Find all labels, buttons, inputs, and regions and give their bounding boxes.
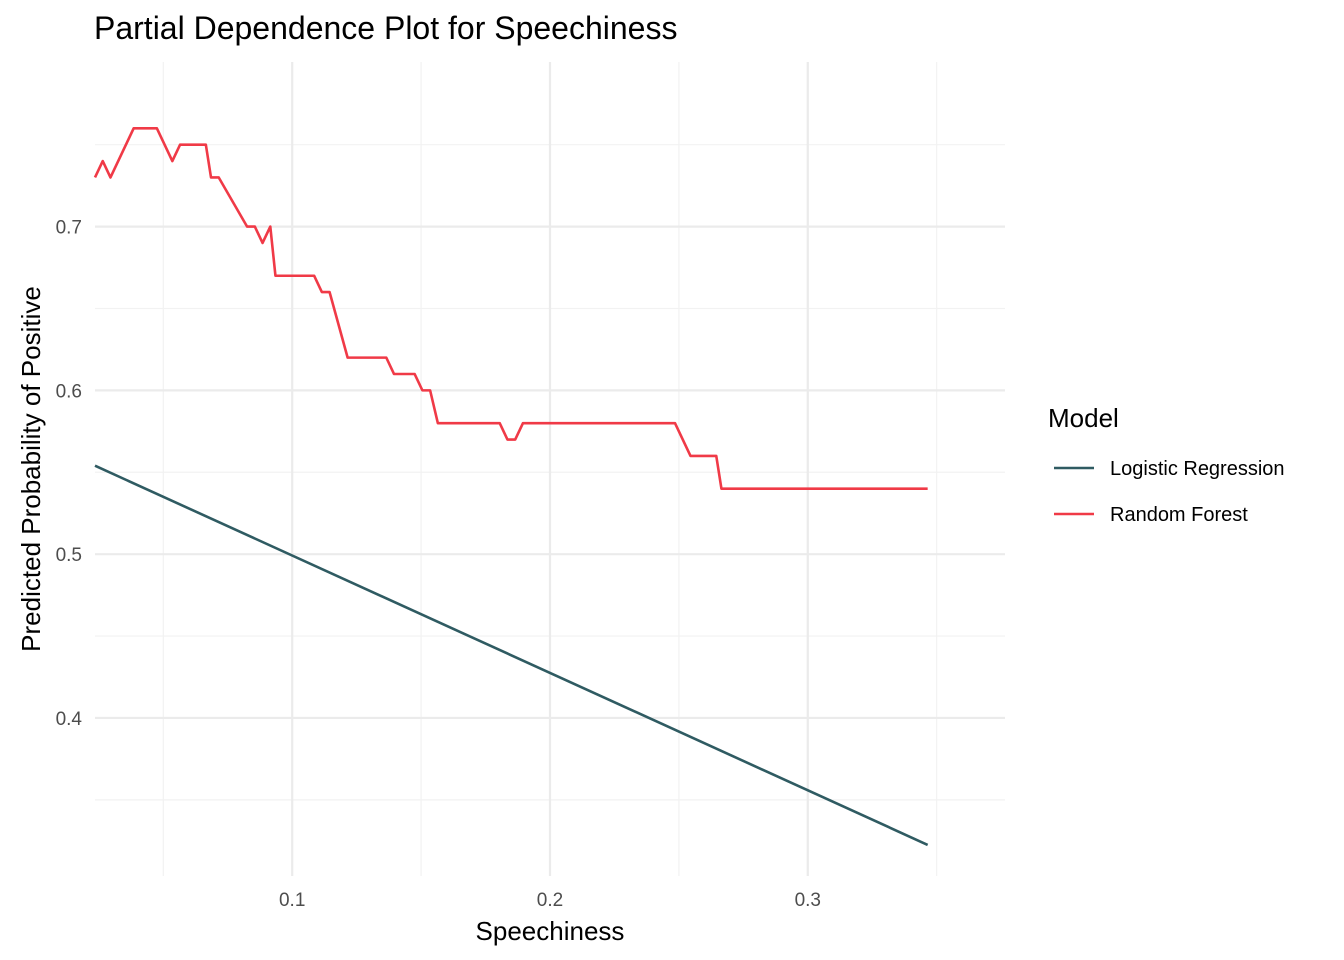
- tick-labels: 0.1 0.2 0.3 0.4 0.5 0.6 0.7: [56, 218, 821, 911]
- y-axis-title: Predicted Probability of Positive: [16, 286, 46, 652]
- y-tick-label: 0.5: [56, 545, 82, 566]
- legend-label-logistic-regression: Logistic Regression: [1110, 458, 1285, 480]
- legend-title: Model: [1048, 403, 1119, 433]
- series-lines: [93, 127, 929, 847]
- x-axis-title: Speechiness: [476, 916, 625, 946]
- y-tick-label: 0.7: [56, 218, 82, 239]
- y-tick-label: 0.6: [56, 381, 82, 402]
- x-tick-label: 0.3: [795, 890, 821, 911]
- legend: Model Logistic Regression Random Forest: [1048, 403, 1285, 526]
- grid: [95, 62, 1005, 876]
- x-tick-label: 0.2: [537, 890, 563, 911]
- series-line-random-forest: [93, 127, 928, 490]
- series-line-logistic-regression: [94, 464, 929, 847]
- chart-title: Partial Dependence Plot for Speechiness: [94, 10, 677, 46]
- legend-label-random-forest: Random Forest: [1110, 504, 1248, 526]
- y-tick-label: 0.4: [56, 709, 83, 730]
- x-tick-label: 0.1: [279, 890, 305, 911]
